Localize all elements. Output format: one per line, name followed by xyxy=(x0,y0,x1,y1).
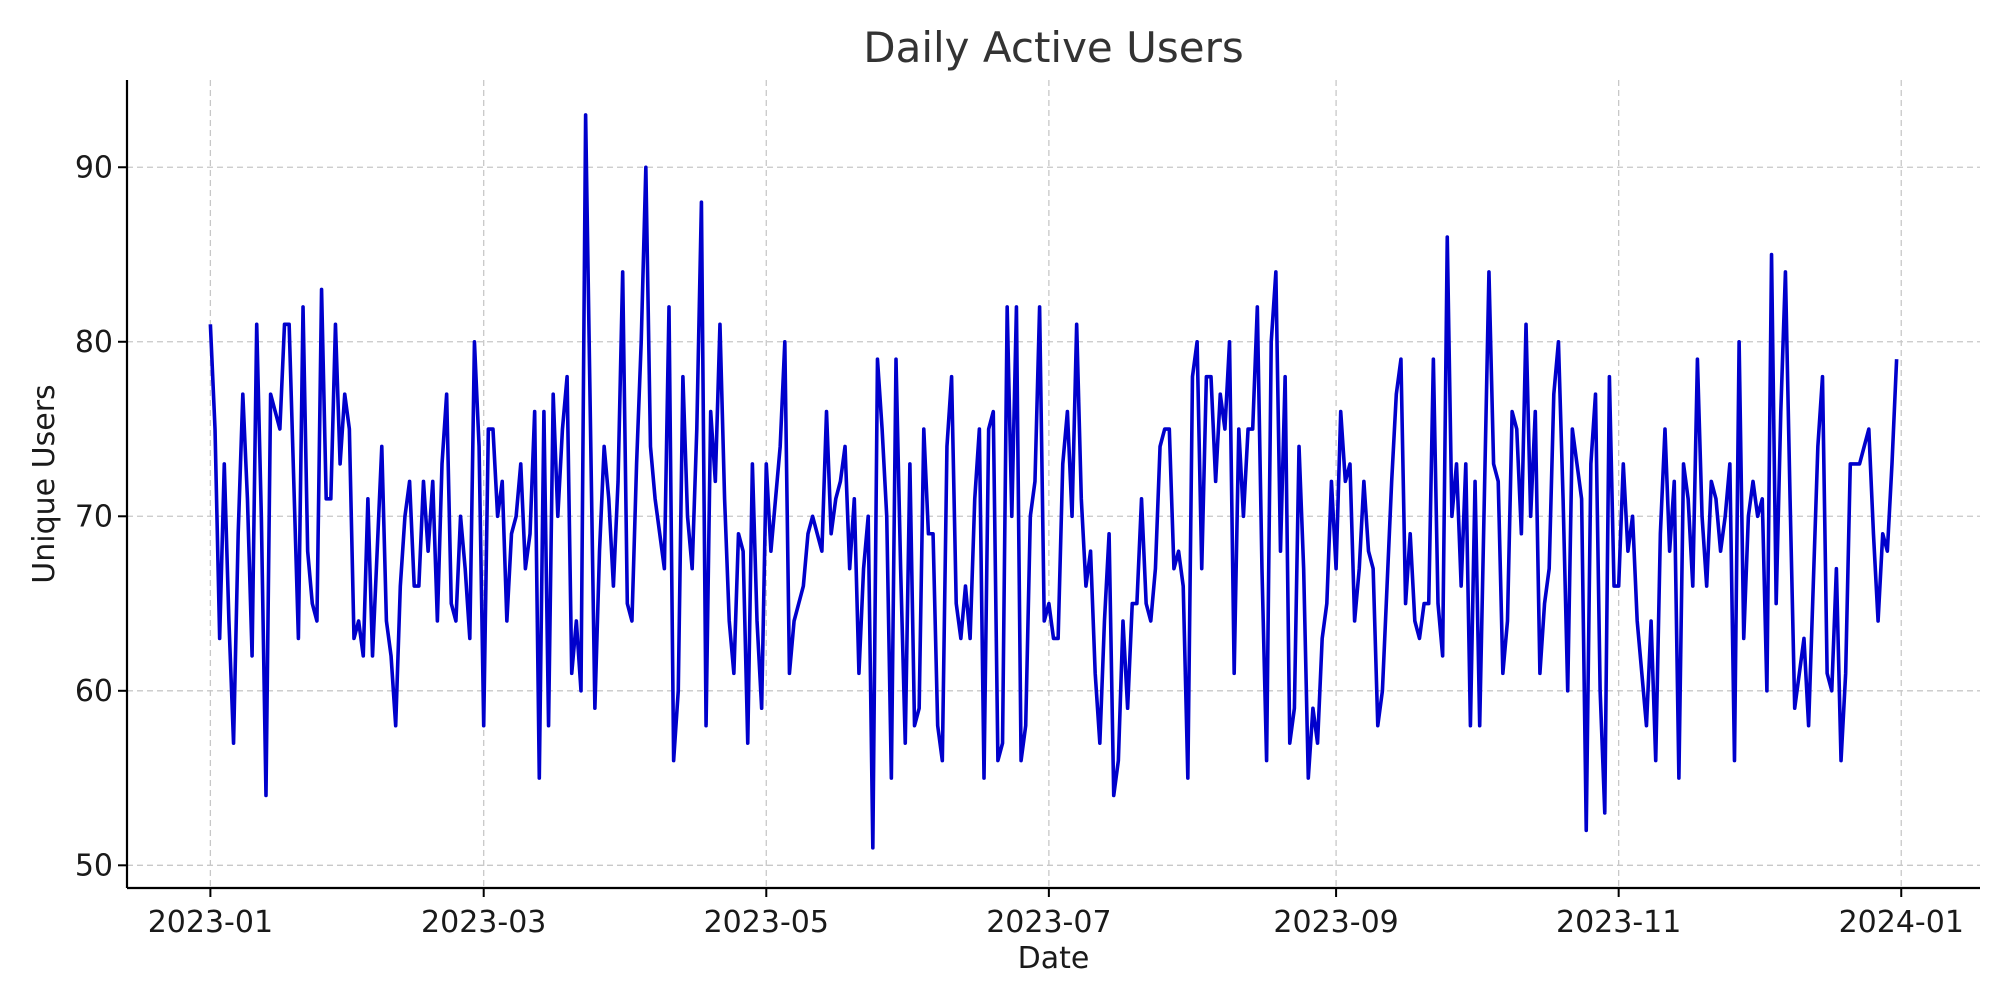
y-axis-label: Unique Users xyxy=(27,384,62,583)
x-tick-label: 2023-11 xyxy=(1556,905,1681,940)
x-tick-label: 2023-01 xyxy=(148,905,273,940)
x-tick-label: 2023-05 xyxy=(704,905,829,940)
x-axis-label: Date xyxy=(1018,941,1090,976)
x-tick-label: 2023-03 xyxy=(421,905,546,940)
chart-title: Daily Active Users xyxy=(863,23,1244,72)
y-tick-label: 80 xyxy=(75,325,113,360)
tick-labels: 50 60 70 80 90 2023-01 2023-03 2023-05 2023-07 20… xyxy=(75,150,1964,940)
x-tick-label: 2024-01 xyxy=(1839,905,1964,940)
y-tick-label: 90 xyxy=(75,150,113,185)
y-tick-label: 50 xyxy=(75,848,113,883)
y-tick-label: 60 xyxy=(75,674,113,709)
y-tick-label: 70 xyxy=(75,499,113,534)
x-tick-label: 2023-09 xyxy=(1273,905,1398,940)
x-tick-label: 2023-07 xyxy=(986,905,1111,940)
axes xyxy=(125,80,1980,890)
series-line-daily-active-users xyxy=(208,113,1899,850)
